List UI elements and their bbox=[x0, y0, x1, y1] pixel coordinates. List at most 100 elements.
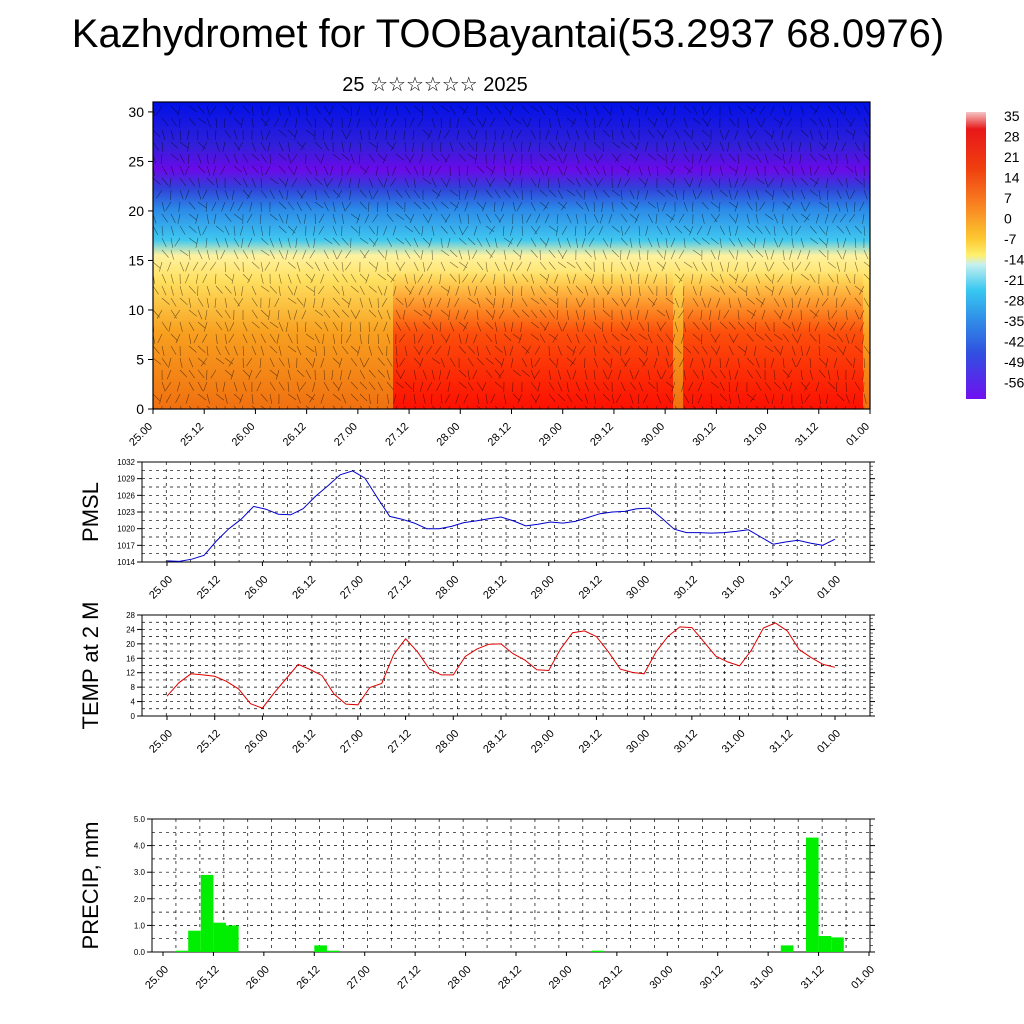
x-tick-label-29.12: 29.12 bbox=[597, 964, 625, 992]
y-tick-label-1017: 1017 bbox=[117, 541, 135, 550]
colorbar-label-4: 7 bbox=[1004, 190, 1012, 206]
x-tick-label-31.12: 31.12 bbox=[767, 728, 795, 756]
x-tick-label-29.00: 29.00 bbox=[529, 728, 557, 756]
y-tick-label-4: 4 bbox=[131, 698, 136, 707]
colorbar-label-8: -21 bbox=[1004, 272, 1024, 288]
colorbar-label-7: -14 bbox=[1004, 252, 1024, 268]
x-tick-label-25.12: 25.12 bbox=[195, 728, 223, 756]
colorbar-label-12: -49 bbox=[1004, 354, 1024, 370]
y-tick-label-30: 30 bbox=[128, 104, 144, 120]
x-tick-label-29.12: 29.12 bbox=[577, 574, 605, 602]
page-subtitle: 25 ☆☆☆☆☆☆ 2025 bbox=[342, 74, 528, 96]
x-tick-label-25.00: 25.00 bbox=[127, 421, 155, 449]
x-tick-label-30.00: 30.00 bbox=[647, 964, 675, 992]
x-tick-label-25.12: 25.12 bbox=[178, 421, 206, 449]
x-tick-label-27.12: 27.12 bbox=[386, 574, 414, 602]
precip-bar-10 bbox=[818, 936, 832, 952]
x-tick-label-28.12: 28.12 bbox=[496, 964, 524, 992]
x-tick-label-29.00: 29.00 bbox=[529, 574, 557, 602]
colorbar-label-6: -7 bbox=[1004, 231, 1017, 247]
y-tick-label-0: 0 bbox=[131, 712, 136, 721]
temp-series-line bbox=[166, 622, 836, 709]
x-tick-label-27.12: 27.12 bbox=[383, 421, 411, 449]
precip-bar-6 bbox=[326, 950, 340, 952]
x-tick-label-30.12: 30.12 bbox=[698, 964, 726, 992]
y-tick-label-3.0: 3.0 bbox=[134, 868, 146, 877]
heatmap-warm-region-1 bbox=[683, 102, 863, 409]
x-tick-label-28.12: 28.12 bbox=[481, 574, 509, 602]
x-tick-label-28.00: 28.00 bbox=[433, 728, 461, 756]
y-axis-label: TEMP at 2 M bbox=[78, 602, 103, 730]
x-tick-label-27.00: 27.00 bbox=[332, 421, 360, 449]
x-tick-label-31.12: 31.12 bbox=[793, 421, 821, 449]
x-tick-label-01.00: 01.00 bbox=[815, 728, 843, 756]
colorbar-label-0: 35 bbox=[1004, 108, 1020, 124]
x-tick-label-31.00: 31.00 bbox=[748, 964, 776, 992]
x-tick-label-27.00: 27.00 bbox=[338, 728, 366, 756]
x-tick-label-31.12: 31.12 bbox=[767, 574, 795, 602]
x-tick-label-27.12: 27.12 bbox=[386, 728, 414, 756]
x-tick-label-25.12: 25.12 bbox=[195, 574, 223, 602]
x-tick-label-28.12: 28.12 bbox=[481, 728, 509, 756]
x-tick-label-25.12: 25.12 bbox=[194, 964, 222, 992]
heatmap-warm-region-0 bbox=[393, 102, 673, 409]
y-tick-label-1026: 1026 bbox=[117, 491, 135, 500]
x-tick-label-30.12: 30.12 bbox=[672, 574, 700, 602]
y-tick-label-1014: 1014 bbox=[117, 558, 135, 567]
x-tick-label-27.12: 27.12 bbox=[395, 964, 423, 992]
x-tick-label-31.00: 31.00 bbox=[720, 728, 748, 756]
x-tick-label-30.00: 30.00 bbox=[624, 574, 652, 602]
y-tick-label-16: 16 bbox=[126, 654, 135, 663]
colorbar-label-11: -42 bbox=[1004, 334, 1024, 350]
y-tick-label-4.0: 4.0 bbox=[134, 842, 146, 851]
y-tick-label-1029: 1029 bbox=[117, 475, 135, 484]
y-tick-label-10: 10 bbox=[128, 302, 144, 318]
temperature-cross-section: 0 5 10 15 20 25 30 25.00 25.12 26.00 26.12 27.00 27.… bbox=[127, 101, 872, 449]
precip-bar-0 bbox=[175, 950, 189, 952]
y-tick-label-20: 20 bbox=[128, 203, 144, 219]
x-tick-label-29.12: 29.12 bbox=[577, 728, 605, 756]
precip-panel: 0.0 1.0 2.0 3.0 4.0 5.0 PRECIP, mm 25.00 25.12 26… bbox=[78, 815, 877, 992]
y-tick-label-1.0: 1.0 bbox=[134, 921, 146, 930]
colorbar-label-2: 21 bbox=[1004, 149, 1020, 165]
x-tick-label-31.12: 31.12 bbox=[799, 964, 827, 992]
x-tick-label-01.00: 01.00 bbox=[844, 421, 872, 449]
precip-bar-1 bbox=[188, 930, 201, 952]
x-tick-label-26.12: 26.12 bbox=[294, 964, 322, 992]
x-tick-label-26.00: 26.00 bbox=[243, 728, 271, 756]
precip-bar-8 bbox=[780, 945, 794, 952]
precip-bar-7 bbox=[591, 950, 605, 952]
x-tick-label-29.12: 29.12 bbox=[588, 421, 616, 449]
y-tick-label-5: 5 bbox=[136, 351, 144, 367]
precip-bar-3 bbox=[213, 922, 226, 952]
x-tick-label-26.00: 26.00 bbox=[244, 964, 272, 992]
x-tick-label-01.00: 01.00 bbox=[815, 574, 843, 602]
colorbar: 35 28 21 14 7 0 -7 -14 -21 -28 -35 -42 -49 -56 bbox=[966, 108, 1024, 399]
colorbar-label-1: 28 bbox=[1004, 129, 1020, 145]
y-tick-label-0: 0 bbox=[136, 401, 144, 417]
temp-panel: 0 4 8 12 16 20 24 28 TEMP at 2 M 25.00 25.12 26.00 2… bbox=[78, 602, 875, 756]
precip-bar-2 bbox=[200, 874, 214, 952]
x-tick-label-25.00: 25.00 bbox=[143, 964, 171, 992]
x-tick-label-26.12: 26.12 bbox=[281, 421, 309, 449]
x-tick-label-28.00: 28.00 bbox=[446, 964, 474, 992]
x-tick-label-25.00: 25.00 bbox=[147, 728, 175, 756]
pmsl-panel: 1014 1017 1020 1023 1026 1029 1032 PMSL 25.00 25.… bbox=[78, 458, 875, 602]
x-tick-label-29.00: 29.00 bbox=[547, 964, 575, 992]
y-axis-label: PMSL bbox=[78, 482, 103, 542]
y-tick-label-1023: 1023 bbox=[117, 508, 135, 517]
y-tick-label-1032: 1032 bbox=[117, 458, 135, 467]
x-tick-label-30.00: 30.00 bbox=[624, 728, 652, 756]
heatmap-field bbox=[153, 102, 870, 409]
colorbar-label-9: -28 bbox=[1004, 293, 1024, 309]
y-tick-label-8: 8 bbox=[131, 683, 136, 692]
x-tick-label-26.00: 26.00 bbox=[243, 574, 271, 602]
y-tick-label-25: 25 bbox=[128, 153, 144, 169]
colorbar-label-3: 14 bbox=[1004, 170, 1020, 186]
precip-bar-4 bbox=[226, 925, 239, 952]
x-tick-label-26.12: 26.12 bbox=[290, 728, 318, 756]
colorbar-gradient bbox=[966, 112, 986, 399]
y-tick-label-2.0: 2.0 bbox=[134, 895, 146, 904]
y-tick-label-5.0: 5.0 bbox=[134, 815, 146, 824]
